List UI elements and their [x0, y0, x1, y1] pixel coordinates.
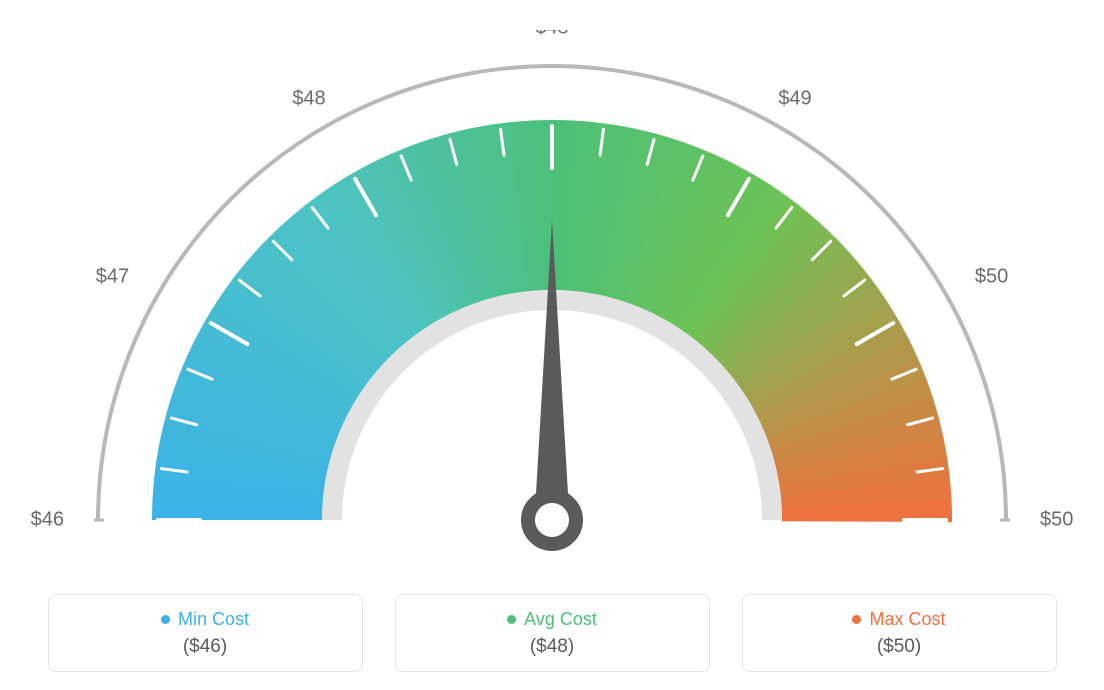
scale-label: $47: [96, 265, 129, 287]
legend-dot-max: [852, 615, 861, 624]
legend-label-min: Min Cost: [178, 609, 249, 630]
legend-row: Min Cost ($46) Avg Cost ($48) Max Cost (…: [0, 594, 1104, 672]
scale-label: $48: [292, 87, 325, 109]
legend-card-max: Max Cost ($50): [742, 594, 1057, 672]
legend-label-max: Max Cost: [869, 609, 945, 630]
legend-label-avg: Avg Cost: [524, 609, 597, 630]
legend-value-avg: ($48): [530, 636, 574, 658]
scale-label: $48: [535, 30, 568, 38]
legend-top: Min Cost: [161, 609, 249, 630]
scale-label: $50: [1040, 508, 1073, 530]
legend-value-min: ($46): [183, 636, 227, 658]
legend-top: Max Cost: [852, 609, 945, 630]
needle-hub: [528, 496, 576, 544]
scale-label: $50: [975, 265, 1008, 287]
gauge-chart: $46 $47 $48 $48 $49 $50 $50: [22, 30, 1082, 590]
gauge-svg: $46 $47 $48 $48 $49 $50 $50: [22, 30, 1082, 590]
scale-label: $46: [31, 508, 64, 530]
legend-card-min: Min Cost ($46): [48, 594, 363, 672]
legend-card-avg: Avg Cost ($48): [395, 594, 710, 672]
legend-dot-avg: [507, 615, 516, 624]
scale-label: $49: [778, 87, 811, 109]
legend-top: Avg Cost: [507, 609, 597, 630]
legend-dot-min: [161, 615, 170, 624]
legend-value-max: ($50): [877, 636, 921, 658]
